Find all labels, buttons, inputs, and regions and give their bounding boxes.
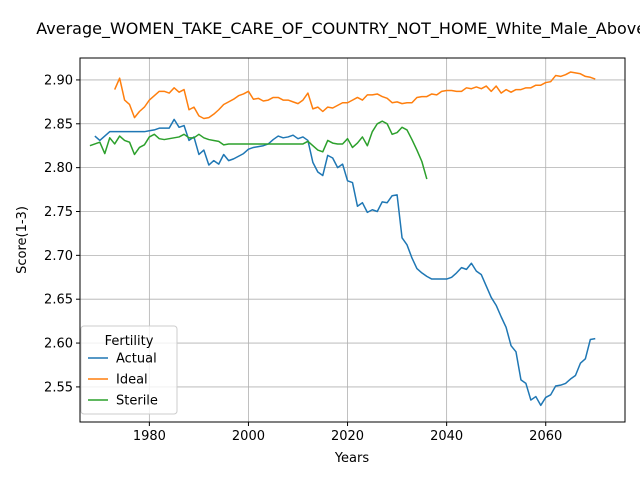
chart-title: Average_WOMEN_TAKE_CARE_OF_COUNTRY_NOT_H… [36, 19, 640, 39]
legend-label-ideal: Ideal [116, 373, 148, 388]
y-tick-label: 2.90 [44, 73, 73, 88]
y-axis-label: Score(1-3) [15, 206, 30, 274]
legend: Fertility Actual Ideal Sterile [80, 325, 178, 415]
y-tick-label: 2.75 [44, 205, 73, 220]
x-axis-ticks: 1980 2000 2020 2040 2060 [133, 422, 562, 444]
y-tick-label: 2.60 [44, 337, 73, 352]
x-tick-label: 1980 [133, 429, 166, 444]
y-tick-label: 2.70 [44, 249, 73, 264]
legend-box [80, 325, 178, 415]
y-tick-label: 2.65 [44, 293, 73, 308]
series-lines [89, 71, 596, 407]
y-tick-label: 2.85 [44, 117, 73, 132]
y-axis-ticks: 2.55 2.60 2.65 2.70 2.75 2.80 2.85 2.90 [44, 73, 80, 395]
legend-title: Fertility [105, 334, 154, 349]
x-tick-label: 2000 [232, 429, 265, 444]
y-tick-label: 2.80 [44, 161, 73, 176]
x-tick-label: 2060 [529, 429, 562, 444]
legend-label-sterile: Sterile [116, 394, 158, 409]
legend-label-actual: Actual [116, 352, 157, 367]
series-line-actual [94, 118, 596, 407]
y-tick-label: 2.55 [44, 380, 73, 395]
x-axis-label: Years [334, 451, 370, 466]
x-tick-label: 2020 [331, 429, 364, 444]
series-line-ideal [113, 71, 596, 120]
plot-frame [79, 57, 626, 423]
legend-items: Actual Ideal Sterile [88, 352, 158, 409]
series-line-sterile [89, 120, 428, 180]
x-tick-label: 2040 [430, 429, 463, 444]
